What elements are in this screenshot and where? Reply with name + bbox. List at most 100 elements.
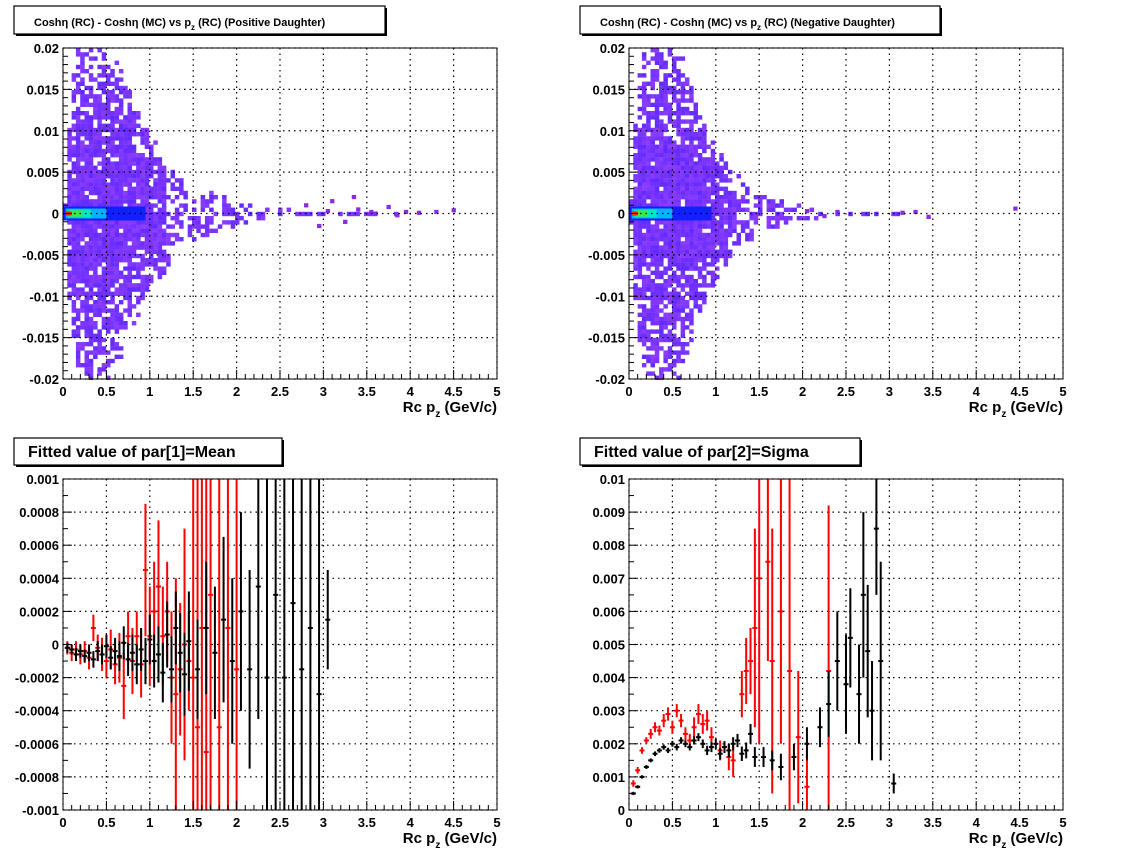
data-point	[682, 742, 688, 745]
data-point	[748, 732, 754, 735]
x-tick-label: 1	[712, 384, 719, 399]
heatmap-cell	[416, 210, 422, 215]
axis-ticks	[62, 478, 498, 811]
data-point	[752, 756, 758, 759]
data-point	[103, 660, 109, 663]
data-point	[817, 726, 823, 729]
chart-title-main: Coshη (RC) - Coshη (MC) vs p	[600, 17, 757, 29]
data-point	[778, 765, 784, 768]
y-tick-label: 0	[618, 803, 625, 818]
data-point	[708, 736, 714, 739]
data-point	[203, 751, 209, 754]
y-tick-label: 0.005	[26, 165, 59, 180]
x-axis-label: Rc pz (GeV/c)	[969, 830, 1063, 851]
data-point	[203, 626, 209, 629]
y-tick-label: 0	[618, 207, 625, 222]
data-point	[182, 673, 188, 676]
series-red	[630, 479, 832, 810]
y-tick-label: 0	[52, 638, 59, 653]
data-point	[635, 769, 641, 772]
data-point	[695, 736, 701, 739]
data-point	[307, 626, 313, 629]
data-point	[769, 759, 775, 762]
data-point	[151, 610, 157, 613]
x-axis-label-sub: z	[1001, 409, 1006, 420]
chart-title: Coshη (RC) - Coshη (MC) vs pz (RC) (Posi…	[34, 17, 326, 32]
heatmap-cells	[629, 48, 901, 380]
x-axis-label-main: Rc p	[969, 399, 1002, 416]
data-point	[264, 676, 270, 679]
chart-title: Fitted value of par[2]=Sigma	[594, 444, 809, 461]
data-point	[726, 749, 732, 752]
data-point	[713, 742, 719, 745]
y-tick-label: 0.006	[592, 604, 625, 619]
x-tick-label: 1.5	[750, 384, 768, 399]
data-point	[173, 626, 179, 629]
heatmap-cell	[325, 209, 331, 214]
y-tick-label: 0.001	[26, 472, 59, 487]
data-point	[116, 655, 122, 658]
x-tick-label: 0.5	[97, 815, 115, 830]
x-tick-label: 2	[799, 815, 806, 830]
data-point	[652, 726, 658, 729]
x-tick-label: 0	[59, 384, 66, 399]
x-tick-label: 1.5	[184, 384, 202, 399]
data-point	[873, 527, 879, 530]
x-tick-label: 3	[886, 815, 893, 830]
data-point	[739, 752, 745, 755]
heatmap-cell	[926, 214, 931, 220]
x-tick-label: 5	[1059, 384, 1066, 399]
data-point	[735, 739, 740, 742]
data-point	[255, 585, 261, 588]
y-tick-label: -0.0002	[15, 671, 59, 686]
x-axis-label-end: (GeV/c)	[1006, 399, 1063, 416]
data-point	[155, 653, 161, 656]
data-point	[86, 651, 92, 654]
data-point	[155, 585, 161, 588]
data-point	[221, 618, 227, 621]
y-tick-label: 0.01	[600, 124, 625, 139]
data-point	[743, 669, 749, 672]
heatmap-cell	[1013, 206, 1018, 211]
data-point	[112, 650, 118, 653]
heatmap-cell	[351, 194, 357, 200]
data-point	[125, 635, 131, 638]
x-tick-label: 1	[146, 815, 153, 830]
data-point	[169, 668, 174, 671]
y-tick-label: 0	[52, 207, 59, 222]
x-tick-label: 0.5	[663, 815, 681, 830]
data-point	[281, 676, 287, 679]
data-point	[678, 719, 684, 722]
y-tick-label: -0.01	[595, 289, 625, 304]
data-point	[669, 726, 675, 729]
data-point	[247, 668, 253, 671]
data-point	[678, 739, 684, 742]
y-tick-label: 0.0002	[19, 604, 59, 619]
chart-title-sub: z	[191, 23, 195, 32]
data-point	[77, 650, 83, 653]
chart-panel-2: 0 0.5 1 1.5 2 2.5 3 3.5 4 4.5 5 -0.02 -0.015 -0.01 -0.…	[579, 5, 1067, 420]
data-point	[238, 610, 244, 613]
data-point	[721, 746, 727, 749]
title-box	[13, 437, 283, 466]
data-point	[665, 749, 671, 752]
y-tick-label: 0.015	[26, 82, 59, 97]
x-tick-label: 4.5	[1011, 384, 1029, 399]
y-tick-label: -0.015	[22, 331, 59, 346]
data-point	[64, 646, 70, 649]
y-tick-label: 0.015	[592, 82, 625, 97]
y-tick-label: -0.0006	[15, 737, 59, 752]
data-point	[704, 749, 710, 752]
x-axis-label: Rc pz (GeV/c)	[969, 399, 1063, 420]
x-tick-label: 0	[625, 815, 632, 830]
heatmap-cell	[835, 209, 840, 215]
data-point	[325, 618, 331, 621]
data-point	[743, 749, 749, 752]
data-point	[847, 636, 853, 639]
chart-title-sub: z	[757, 23, 761, 32]
y-tick-label: -0.001	[22, 803, 59, 818]
x-axis-label-sub: z	[1001, 840, 1006, 851]
data-point	[700, 722, 706, 725]
heatmap-cell	[304, 203, 309, 208]
